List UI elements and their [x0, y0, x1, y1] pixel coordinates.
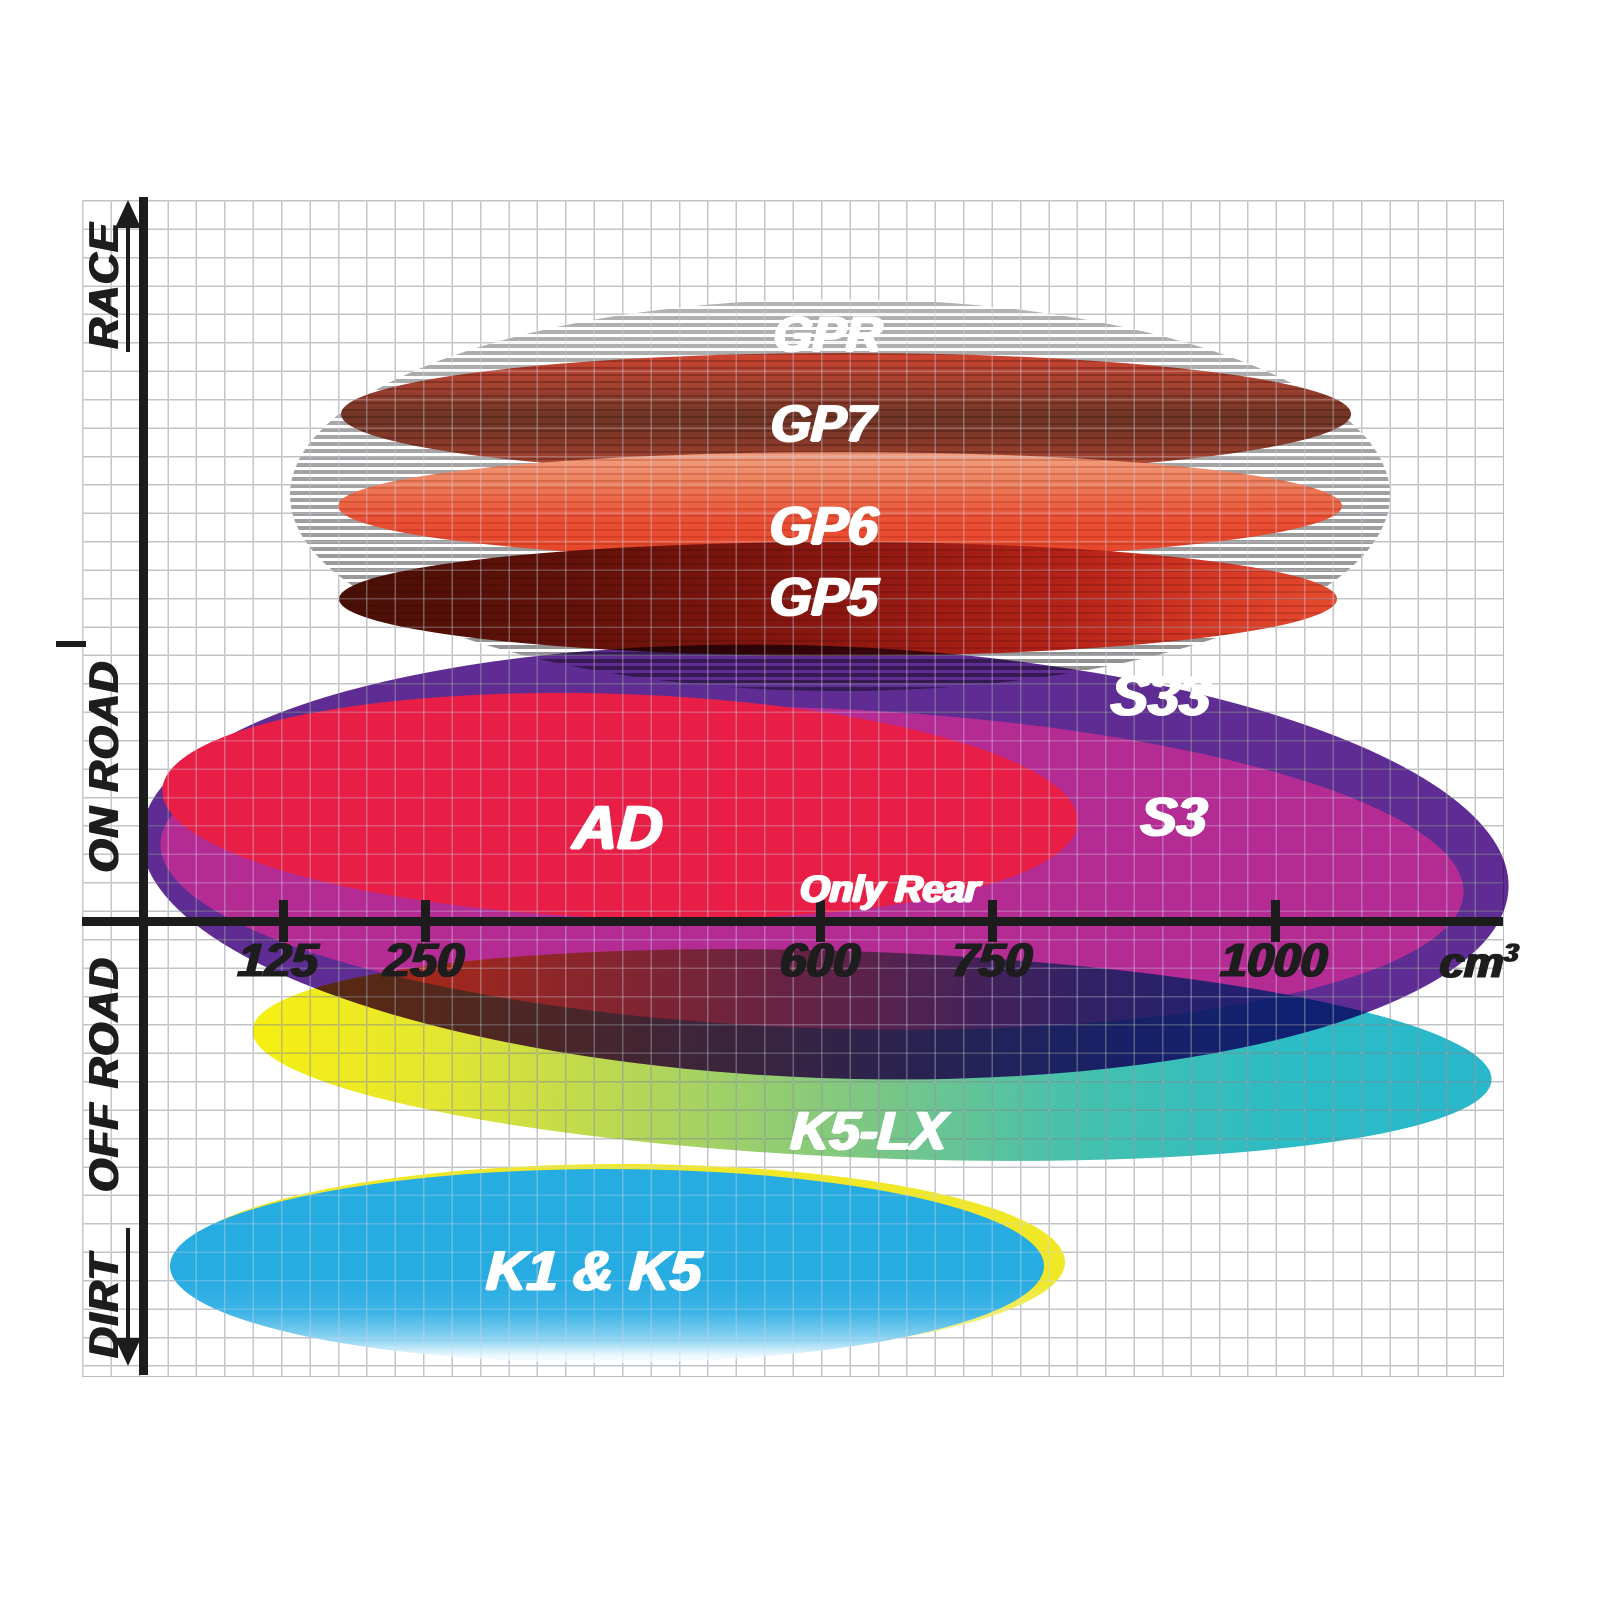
- x-axis-unit-label: cm3: [1438, 937, 1520, 988]
- label-s3: S3: [1139, 787, 1209, 847]
- region-gp5-ellipse: [339, 542, 1337, 656]
- label-gp7: GP7: [769, 395, 877, 453]
- label-k1k5: K1 & K5: [484, 1238, 704, 1302]
- race-up-arrow-icon: [115, 200, 141, 228]
- x-tick-125: [278, 900, 288, 942]
- zone-label-race: RACE: [80, 221, 127, 349]
- race-arrow-shaft: [126, 226, 130, 352]
- x-tick-750: [987, 900, 997, 942]
- label-s33: S33: [1109, 663, 1213, 727]
- x-axis-line: [82, 917, 1503, 926]
- region-k1k5-ellipse: [170, 1169, 1044, 1363]
- label-gpr: GPR: [772, 306, 884, 362]
- x-tick-label-250: 250: [382, 934, 466, 988]
- label-k5lx: K5-LX: [789, 1101, 949, 1161]
- x-tick-600: [815, 900, 825, 942]
- x-tick-label-125: 125: [236, 934, 320, 988]
- y-axis-line: [139, 197, 148, 1375]
- zone-label-dirt: DIRT: [80, 1252, 127, 1358]
- zone-label-off-road: OFF ROAD: [80, 956, 127, 1192]
- label-gp5: GP5: [768, 567, 880, 627]
- x-tick-label-600: 600: [778, 934, 862, 988]
- zone-label-on-road: ON ROAD: [80, 659, 127, 873]
- x-tick-250: [420, 900, 430, 942]
- label-gp6: GP6: [768, 496, 880, 556]
- x-tick-label-1000: 1000: [1219, 934, 1329, 988]
- zone-boundary-tick: [56, 641, 86, 647]
- dirt-down-arrow-icon: [115, 1338, 141, 1366]
- label-only-rear: Only Rear: [799, 868, 981, 911]
- dirt-arrow-shaft: [126, 1228, 130, 1340]
- label-ad: AD: [571, 793, 665, 863]
- x-tick-1000: [1270, 900, 1280, 942]
- x-tick-label-750: 750: [950, 934, 1034, 988]
